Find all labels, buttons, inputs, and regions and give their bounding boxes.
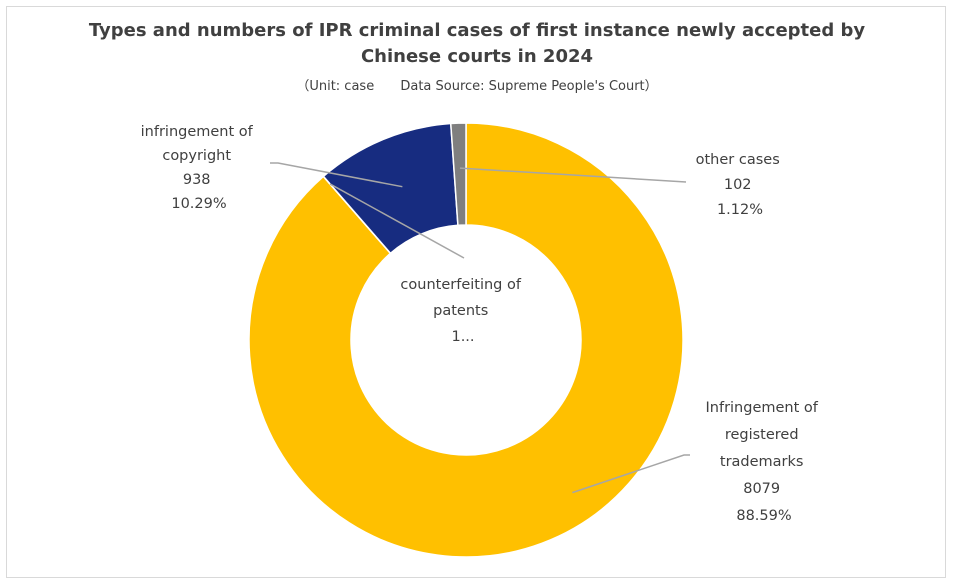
chart-subtitle: （Unit: case Data Source: Supreme People'… <box>0 75 954 94</box>
leader-line-patents <box>329 183 465 259</box>
data-source-note: Data Source: Supreme People's Court） <box>400 79 658 94</box>
leader-line-other-cases <box>459 167 687 183</box>
slice-other-cases <box>449 122 467 227</box>
other-cases-percent-label: 1.12% <box>717 202 763 218</box>
patents-label: counterfeiting of patents 1... <box>400 277 525 345</box>
trademark-label: Infringement of registered trademarks 80… <box>706 400 823 524</box>
leader-lines <box>270 162 690 494</box>
copyright-label: infringement of copyright 938 10.29% <box>141 124 258 212</box>
slice-infringement-of-registered-trademarks <box>248 122 684 558</box>
leader-line-trademark <box>572 454 690 494</box>
other-cases-label: other cases 102 1.12% <box>696 152 785 218</box>
trademark-value-label: 8079 <box>743 481 780 497</box>
other-cases-value-label: 102 <box>724 177 752 193</box>
chart-title-line-2: Chinese courts in 2024 <box>360 46 594 67</box>
leader-line-copyright <box>270 162 403 188</box>
copyright-value-label: 938 <box>183 172 211 188</box>
copyright-percent-label: 10.29% <box>171 196 226 212</box>
chart-title-line-1: Types and numbers of IPR criminal cases … <box>88 20 866 41</box>
donut-slices <box>248 122 684 558</box>
unit-note: （Unit: case <box>296 79 375 94</box>
trademark-percent-label: 88.59% <box>736 508 791 524</box>
